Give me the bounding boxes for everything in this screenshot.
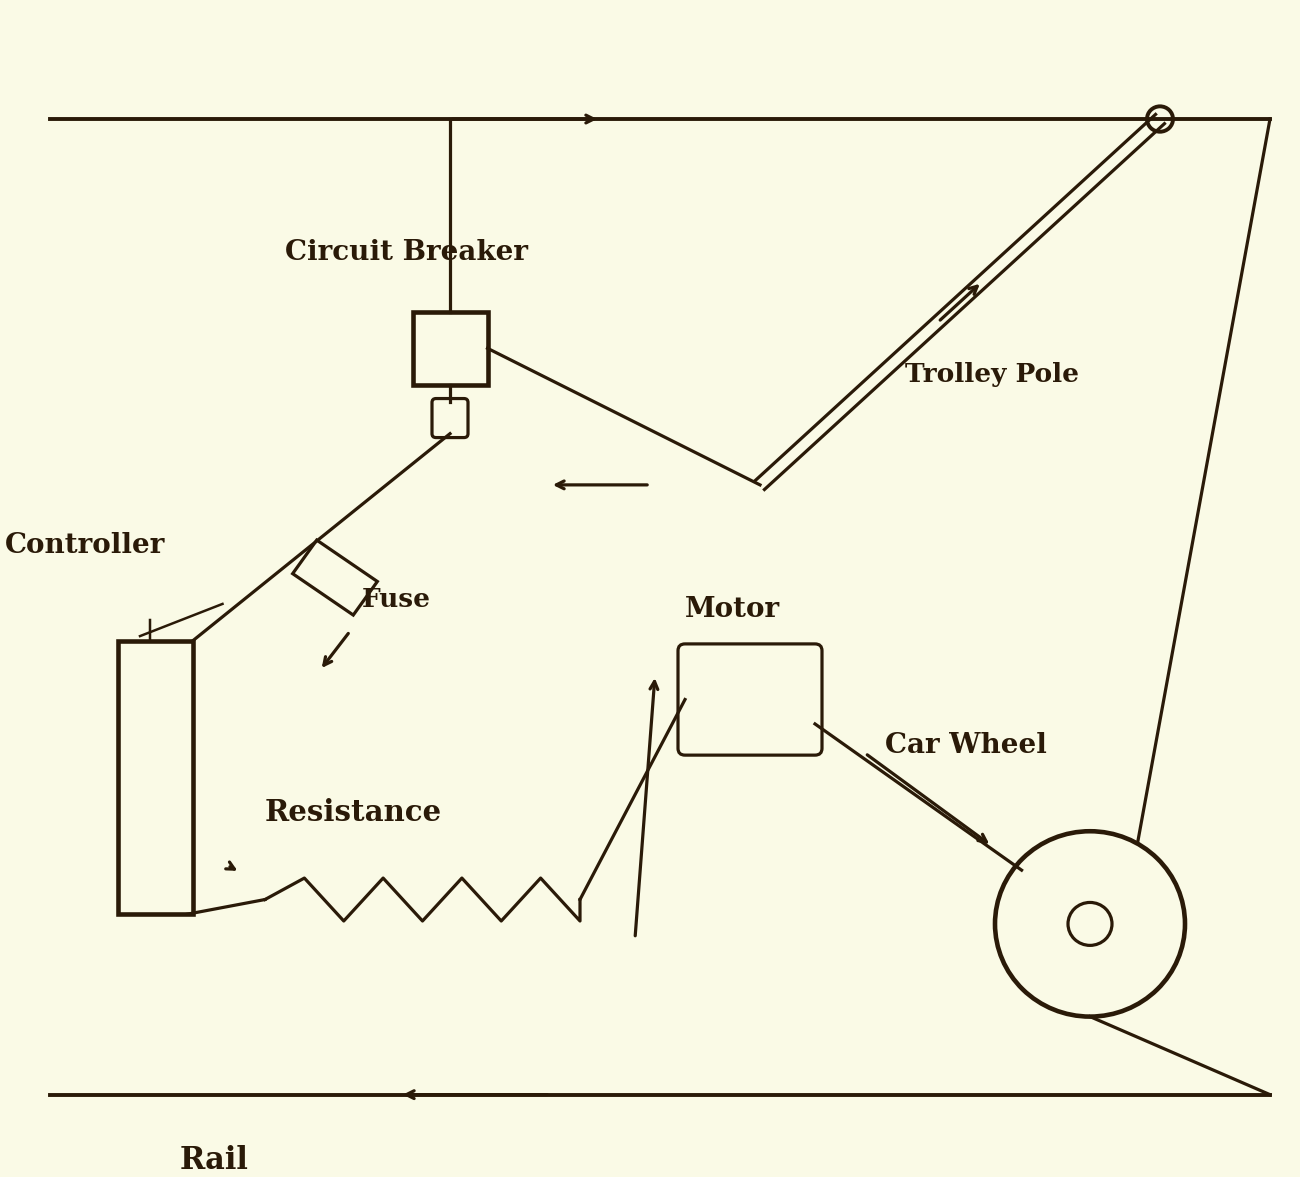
Text: Motor: Motor: [685, 596, 780, 623]
FancyBboxPatch shape: [679, 644, 822, 756]
Bar: [117, 641, 192, 915]
Text: Circuit Breaker: Circuit Breaker: [285, 239, 528, 266]
Text: Controller: Controller: [5, 532, 165, 559]
Bar: [412, 312, 488, 385]
FancyBboxPatch shape: [292, 540, 377, 616]
Text: Fuse: Fuse: [361, 587, 432, 612]
Text: Rail: Rail: [179, 1145, 248, 1176]
Text: Trolley Pole: Trolley Pole: [905, 363, 1079, 387]
FancyBboxPatch shape: [432, 399, 468, 438]
Text: Resistance: Resistance: [265, 798, 442, 827]
Text: Car Wheel: Car Wheel: [885, 732, 1046, 759]
